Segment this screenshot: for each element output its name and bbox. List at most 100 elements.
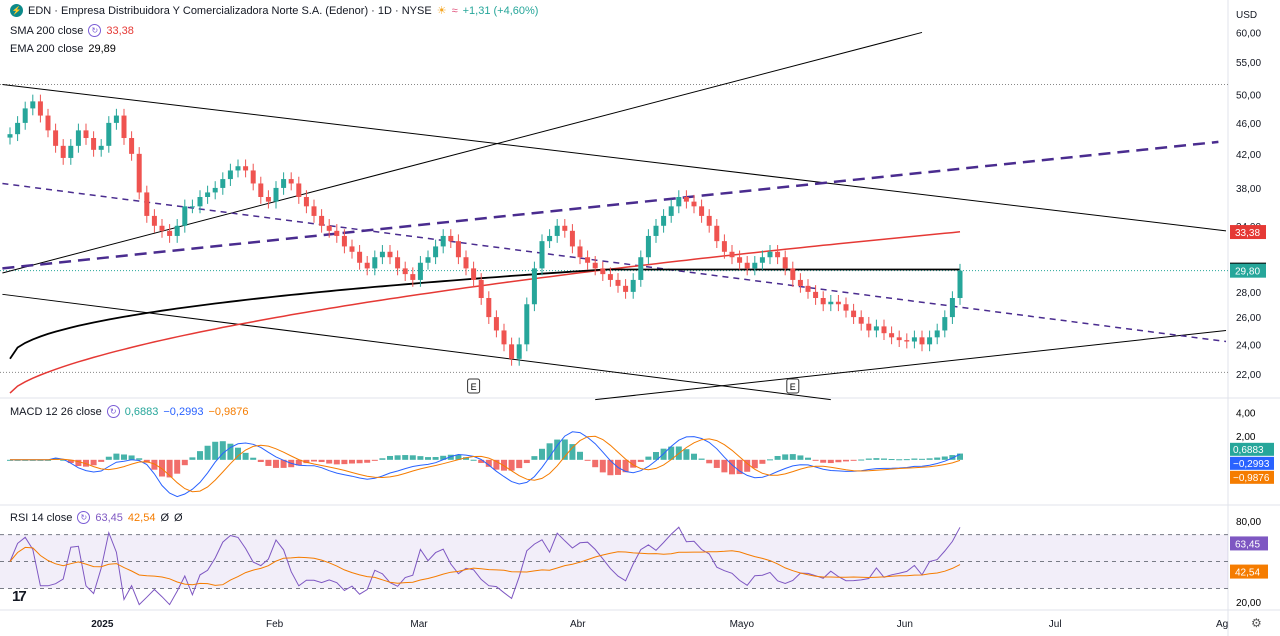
candle-body <box>379 251 385 258</box>
candle-body <box>113 115 119 123</box>
candle-body <box>341 235 347 247</box>
rsi-extra-1: Ø <box>160 511 169 524</box>
macd-hist-bar <box>197 451 203 460</box>
macd-hist-bar <box>706 459 713 464</box>
macd-signal-line <box>10 435 961 493</box>
ema-legend[interactable]: EMA 200 close 29,89 <box>10 43 116 55</box>
macd-hist-bar <box>789 454 796 460</box>
macd-hist-bar <box>105 456 112 460</box>
macd-hist-bar <box>364 459 371 463</box>
candle-body <box>60 145 66 158</box>
earnings-marker-label: E <box>790 382 796 392</box>
ema-legend-value: 29,89 <box>88 43 116 55</box>
sma-legend[interactable]: SMA 200 close ↻ 33,38 <box>10 24 134 37</box>
earnings-marker <box>467 378 481 394</box>
candle-body <box>896 337 902 341</box>
macd-hist-bar <box>60 459 67 461</box>
rsi-tick-label: 80,00 <box>1236 517 1261 528</box>
macd-hist-bar <box>516 459 523 469</box>
candle-body <box>22 108 28 123</box>
candle-body <box>493 317 499 331</box>
macd-hist-bar <box>455 454 462 460</box>
macd-hist-bar <box>698 458 705 460</box>
candle-body <box>349 246 355 252</box>
candle-body <box>182 206 188 226</box>
macd-signal-value: −0,9876 <box>208 405 249 418</box>
candle-body <box>7 134 13 138</box>
macd-hist-bar <box>136 458 143 460</box>
candle-body <box>334 230 340 236</box>
candle-body <box>227 170 233 180</box>
sma-200-line <box>9 231 961 394</box>
candle-body <box>942 317 948 331</box>
macd-hist-bar <box>98 459 105 462</box>
candle-body <box>121 115 127 139</box>
macd-hist-bar <box>349 459 355 464</box>
chart-settings-gear-icon[interactable]: ⚙ <box>1251 616 1262 630</box>
candle-body <box>797 279 803 286</box>
candle-body <box>911 337 917 342</box>
macd-hist-bar <box>881 458 887 460</box>
macd-value-tag-text: −0,2993 <box>1233 459 1270 470</box>
candle-body <box>949 298 955 318</box>
rsi-settings-icon[interactable]: ↻ <box>77 511 91 524</box>
candle-body <box>904 340 910 342</box>
candle-body <box>433 246 439 258</box>
candle-body <box>828 301 834 305</box>
candle-body <box>30 101 36 109</box>
candle-body <box>258 183 264 197</box>
macd-hist-bar <box>622 459 629 473</box>
macd-settings-icon[interactable]: ↻ <box>106 405 120 418</box>
candle-body <box>45 115 51 131</box>
currency-label[interactable]: USD <box>1236 10 1258 21</box>
candle-body <box>205 192 211 197</box>
macd-hist-bar <box>820 459 827 463</box>
candle-body <box>744 262 750 269</box>
candle-body <box>668 206 674 216</box>
price-tick-label: 42,00 <box>1236 150 1261 161</box>
symbol-title[interactable]: EDN · Empresa Distribuidora Y Comerciali… <box>28 4 432 17</box>
macd-hist-bar <box>896 459 903 461</box>
candle-body <box>615 279 621 286</box>
macd-hist-bar <box>607 459 614 476</box>
macd-hist-bar <box>295 459 302 466</box>
candle-body <box>288 179 294 184</box>
macd-hist-bar <box>67 459 74 464</box>
rsi-ma-line <box>9 546 961 586</box>
macd-hist-bar <box>911 458 918 460</box>
candle-body <box>136 153 142 193</box>
candle-body <box>569 230 575 247</box>
macd-hist-bar <box>235 447 241 460</box>
rsi-legend[interactable]: RSI 14 close ↻ 63,45 42,54 Ø Ø <box>10 511 183 524</box>
macd-tick-label: 2,00 <box>1236 432 1256 443</box>
macd-hist-bar <box>14 459 21 461</box>
macd-hist-bar <box>592 459 599 468</box>
macd-hist-bar <box>531 456 538 460</box>
rsi-extra-2: Ø <box>174 511 183 524</box>
candle-body <box>683 196 689 202</box>
macd-hist-bar <box>379 458 386 460</box>
candle-body <box>858 317 864 324</box>
candle-body <box>296 183 302 197</box>
sma-settings-icon[interactable]: ↻ <box>88 24 102 37</box>
macd-hist-bar <box>903 459 910 461</box>
candle-body <box>15 122 21 135</box>
data-delay-icon[interactable]: ≈ <box>451 4 458 17</box>
candle-body <box>676 196 682 207</box>
candle-body <box>638 257 644 280</box>
macd-legend[interactable]: MACD 12 26 close ↻ 0,6883 −0,2993 −0,987… <box>10 405 249 418</box>
trend-line-upper <box>2 31 923 274</box>
price-tick-label: 38,00 <box>1236 184 1261 195</box>
macd-hist-bar <box>326 459 333 464</box>
macd-hist-bar <box>128 455 135 460</box>
candle-body <box>250 170 256 184</box>
candle-body <box>691 201 697 207</box>
macd-hist-bar <box>508 459 515 471</box>
candle-body <box>75 130 81 146</box>
candle-body <box>402 268 408 275</box>
macd-line <box>10 431 961 498</box>
candle-body <box>189 206 195 208</box>
market-open-icon[interactable]: ☀ <box>436 5 447 17</box>
tradingview-logo[interactable]: 17 <box>12 588 27 605</box>
